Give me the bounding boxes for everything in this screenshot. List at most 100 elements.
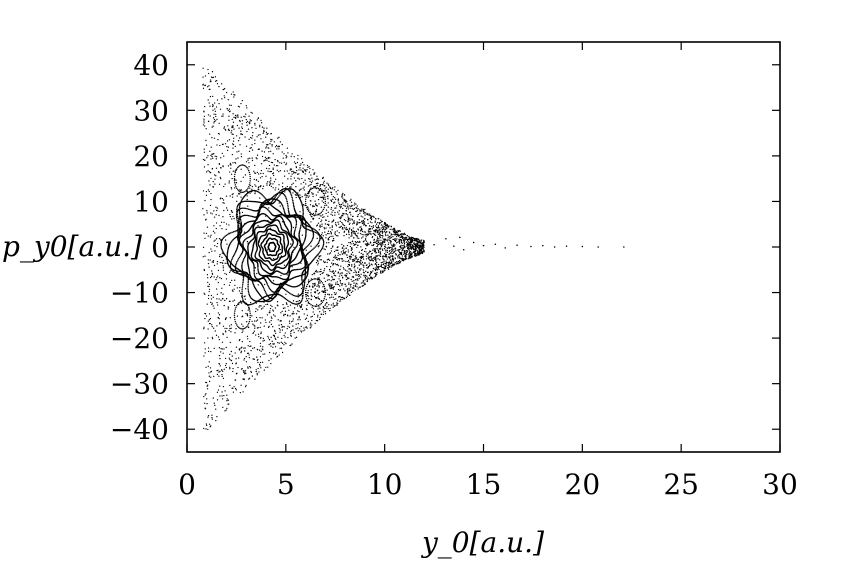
scatter-point (306, 168, 308, 171)
scatter-point (249, 157, 251, 159)
scatter-point (236, 218, 238, 220)
scatter-point (260, 331, 262, 333)
scatter-point (268, 210, 270, 212)
scatter-point (248, 166, 250, 168)
scatter-point (243, 115, 245, 118)
scatter-point (267, 366, 269, 368)
scatter-point (209, 115, 211, 117)
scatter-point (351, 280, 353, 282)
scatter-point (254, 325, 256, 327)
scatter-point (351, 205, 353, 207)
scatter-point (213, 120, 216, 123)
scatter-point (267, 219, 269, 222)
scatter-point (238, 137, 241, 139)
scatter-point (220, 348, 222, 350)
scatter-point (218, 102, 220, 105)
scatter-point (360, 255, 362, 258)
scatter-point (231, 258, 233, 261)
scatter-point (281, 342, 284, 345)
scatter-point (257, 270, 259, 272)
scatter-point (222, 293, 224, 295)
scatter-point (246, 130, 248, 133)
scatter-point (232, 300, 234, 302)
scatter-point (332, 235, 334, 237)
scatter-point (252, 302, 254, 305)
scatter-point (275, 352, 277, 354)
scatter-point (226, 251, 229, 254)
scatter-point (291, 196, 293, 199)
scatter-point (218, 363, 221, 365)
scatter-point (379, 228, 381, 231)
scatter-point (356, 286, 358, 288)
scatter-point (302, 292, 304, 295)
scatter-point (300, 223, 302, 225)
scatter-point (320, 211, 322, 214)
scatter-point (335, 225, 338, 227)
scatter-point (297, 300, 299, 302)
scatter-point (305, 246, 308, 248)
scatter-point (238, 226, 240, 228)
scatter-point (317, 304, 320, 307)
scatter-point (320, 300, 323, 302)
scatter-point (395, 230, 398, 233)
scatter-point (257, 267, 259, 269)
scatter-point (213, 327, 215, 329)
scatter-point (210, 248, 212, 250)
scatter-point (224, 272, 226, 275)
scatter-point (288, 172, 290, 175)
scatter-point (243, 214, 246, 217)
scatter-point (259, 305, 261, 307)
scatter-point (320, 237, 323, 239)
scatter-point (308, 298, 310, 300)
scatter-point (337, 223, 340, 225)
scatter-point (345, 250, 347, 253)
scatter-point (212, 186, 214, 188)
scatter-point (274, 353, 277, 355)
scatter-point (235, 182, 238, 184)
scatter-point (318, 256, 321, 258)
scatter-point (327, 258, 330, 260)
scatter-point (283, 296, 285, 299)
scatter-point (217, 269, 220, 272)
scatter-point (241, 341, 243, 343)
scatter-point (241, 328, 244, 330)
scatter-point (219, 144, 221, 147)
scatter-point (336, 304, 339, 306)
scatter-point (240, 201, 242, 203)
scatter-point (207, 285, 209, 287)
scatter-point (322, 182, 325, 184)
scatter-point (366, 275, 368, 277)
scatter-point (350, 249, 353, 252)
scatter-point (240, 189, 243, 191)
scatter-point (272, 257, 275, 260)
scatter-point (299, 164, 301, 167)
scatter-point (225, 318, 227, 320)
scatter-point (283, 209, 285, 211)
scatter-point (334, 196, 336, 199)
scatter-point (238, 208, 241, 210)
scatter-point (295, 268, 298, 271)
scatter-point (222, 385, 225, 388)
scatter-point (272, 298, 274, 300)
scatter-point (360, 273, 362, 275)
scatter-point (223, 236, 225, 238)
scatter-point (247, 280, 250, 282)
scatter-point (321, 190, 323, 193)
scatter-point (241, 298, 244, 300)
scatter-point (301, 285, 304, 287)
scatter-point (389, 237, 391, 240)
scatter-point (332, 306, 334, 308)
scatter-point (336, 256, 338, 259)
scatter-point (203, 120, 205, 122)
scatter-point (302, 287, 304, 289)
scatter-point (386, 231, 388, 233)
scatter-point (208, 375, 211, 377)
scatter-point (301, 220, 304, 223)
scatter-point (321, 225, 323, 227)
scatter-point (384, 226, 386, 228)
scatter-point (375, 265, 378, 267)
scatter-point (278, 184, 280, 186)
scatter-point (249, 180, 251, 182)
scatter-point (240, 153, 242, 155)
scatter-point (420, 252, 422, 254)
